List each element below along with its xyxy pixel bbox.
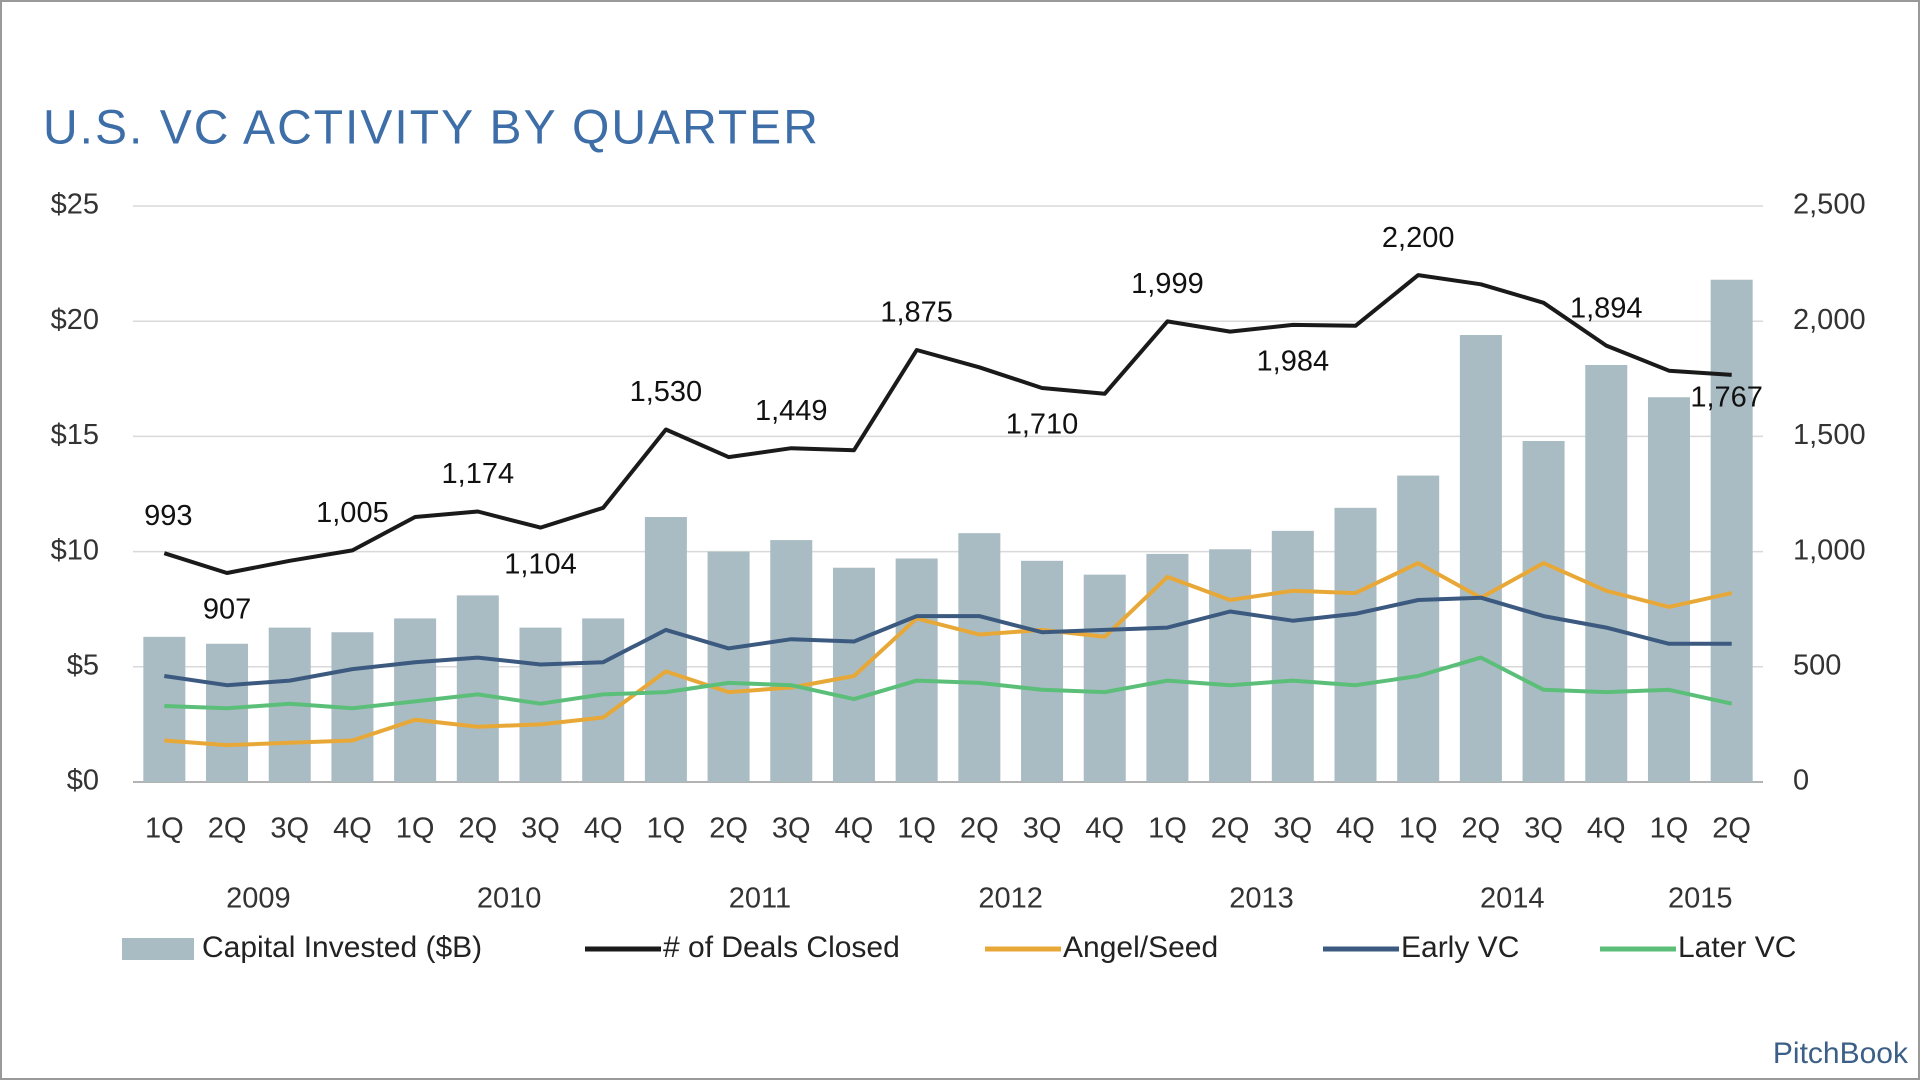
x-tick-label: 1Q [897, 813, 936, 845]
data-label: 993 [144, 500, 192, 532]
line [164, 595, 1732, 688]
legend-swatch [122, 938, 194, 960]
data-label: 1,999 [1131, 268, 1204, 300]
y2-tick-label: 1,000 [1793, 534, 1866, 566]
data-label: 1,767 [1690, 382, 1763, 414]
bar [770, 540, 813, 782]
bar [1585, 364, 1628, 782]
legend-label: Capital Invested ($B) [202, 931, 482, 964]
data-label: 1,894 [1570, 292, 1643, 324]
bar [958, 533, 1001, 782]
bar [1397, 475, 1440, 782]
bar [1209, 549, 1252, 782]
x-tick-label: 4Q [584, 813, 623, 845]
data-label: 1,710 [1006, 409, 1079, 441]
data-label: 1,984 [1257, 346, 1330, 378]
x-tick-label: 2Q [1211, 813, 1250, 845]
year-label: 2010 [477, 883, 542, 915]
bar [1021, 560, 1064, 782]
bar [143, 636, 186, 782]
y-tick-label: $5 [67, 649, 99, 681]
data-label: 1,530 [630, 376, 703, 408]
y2-tick-label: 0 [1793, 765, 1809, 797]
x-tick-label: 4Q [1587, 813, 1626, 845]
y2-tick-label: 1,500 [1793, 419, 1866, 451]
chart-title: U.S. VC ACTIVITY BY QUARTER [43, 102, 820, 155]
legend-label: Angel/Seed [1063, 931, 1218, 964]
bar [1647, 397, 1690, 782]
x-tick-label: 4Q [333, 813, 372, 845]
bar [1334, 507, 1377, 782]
branding: PitchBook [1773, 1037, 1909, 1070]
y-tick-label: $20 [51, 304, 99, 336]
x-tick-label: 2Q [1712, 813, 1751, 845]
year-label: 2013 [1229, 883, 1294, 915]
x-tick-label: 1Q [396, 813, 435, 845]
bar [1459, 335, 1502, 782]
bar [644, 517, 687, 782]
x-tick-label: 2Q [208, 813, 247, 845]
data-label: 1,875 [880, 297, 953, 329]
y-tick-label: $15 [51, 419, 99, 451]
x-tick-label: 4Q [835, 813, 874, 845]
y2-tick-label: 500 [1793, 649, 1841, 681]
y2-tick-label: 2,000 [1793, 304, 1866, 336]
data-label: 1,449 [755, 395, 828, 427]
bar [895, 558, 938, 782]
legend-label: Later VC [1678, 931, 1796, 964]
data-label: 2,200 [1382, 222, 1455, 254]
data-label: 1,104 [504, 548, 577, 580]
data-label: 907 [203, 594, 251, 626]
bar [582, 618, 625, 782]
y-tick-label: $25 [51, 189, 99, 221]
bar [1710, 279, 1753, 782]
x-tick-label: 3Q [1524, 813, 1563, 845]
legend-label: Early VC [1401, 931, 1519, 964]
year-label: 2009 [226, 883, 291, 915]
x-tick-label: 3Q [270, 813, 309, 845]
x-tick-label: 2Q [960, 813, 999, 845]
x-tick-label: 1Q [1399, 813, 1438, 845]
x-tick-label: 4Q [1336, 813, 1375, 845]
x-tick-label: 4Q [1085, 813, 1124, 845]
bar [1271, 530, 1314, 782]
bar [206, 643, 249, 782]
x-tick-label: 3Q [1023, 813, 1062, 845]
data-label: 1,174 [442, 458, 515, 490]
x-tick-label: 2Q [1462, 813, 1501, 845]
x-tick-label: 1Q [1148, 813, 1187, 845]
y-tick-label: $0 [67, 765, 99, 797]
data-label: 1,005 [316, 497, 389, 529]
line [164, 655, 1733, 711]
x-tick-label: 3Q [772, 813, 811, 845]
x-tick-label: 2Q [709, 813, 748, 845]
bar [707, 551, 750, 782]
x-tick-label: 3Q [1273, 813, 1312, 845]
x-tick-label: 1Q [1650, 813, 1689, 845]
x-tick-label: 3Q [521, 813, 560, 845]
year-label: 2012 [978, 883, 1043, 915]
x-tick-label: 2Q [458, 813, 497, 845]
year-label: 2015 [1668, 883, 1733, 915]
year-label: 2014 [1480, 883, 1545, 915]
y-tick-label: $10 [51, 534, 99, 566]
bar [1146, 553, 1189, 782]
legend-label: # of Deals Closed [663, 931, 900, 964]
y2-tick-label: 2,500 [1793, 189, 1866, 221]
year-label: 2011 [729, 883, 791, 915]
line [164, 561, 1733, 748]
bar [456, 595, 499, 782]
bar [1083, 574, 1126, 782]
x-tick-label: 1Q [647, 813, 686, 845]
line [163, 273, 1732, 575]
x-tick-label: 1Q [145, 813, 184, 845]
